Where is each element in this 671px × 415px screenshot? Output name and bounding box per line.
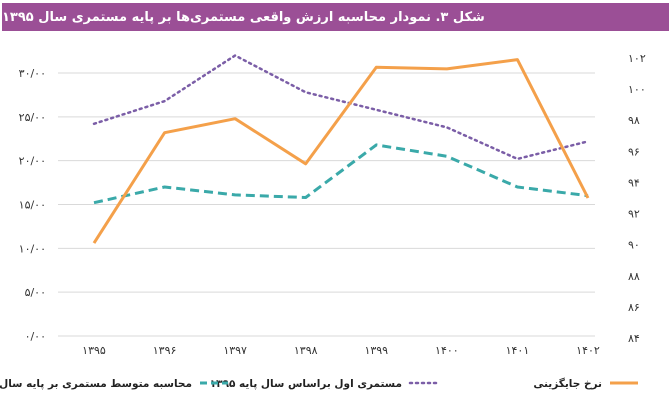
x-tick-label: ۱۴۰۲ — [576, 344, 600, 357]
line-chart: ۰/۰۰ ۵/۰۰ ۱۰/۰۰ ۱۵/۰۰ ۲۰/۰۰ ۲۵/۰۰ ۳۰/۰۰ ۸۴ ۸۶ ۸۸… — [0, 52, 646, 390]
x-tick-label: ۱۳۹۶ — [153, 344, 177, 357]
right-tick-label: ۹۶ — [628, 145, 640, 158]
right-tick-label: ۸۴ — [628, 332, 640, 345]
x-tick-label: ۱۳۹۸ — [294, 344, 318, 357]
right-tick-label: ۱۰۲ — [628, 52, 646, 65]
right-tick-label: ۹۲ — [628, 208, 640, 221]
right-tick-label: ۱۰۰ — [628, 83, 646, 96]
right-tick-label: ۹۸ — [628, 114, 640, 127]
right-tick-label: ۹۰ — [628, 239, 640, 252]
series-line-2 — [92, 54, 590, 161]
left-tick-label: ۰/۰۰ — [25, 330, 46, 343]
left-tick-label: ۵/۰۰ — [25, 286, 46, 299]
x-tick-label: ۱۳۹۹ — [364, 344, 388, 357]
right-tick-label: ۸۶ — [628, 301, 640, 314]
series-line-1 — [93, 143, 589, 205]
left-tick-label: ۲۰/۰۰ — [19, 155, 46, 168]
series-lines — [92, 54, 590, 244]
legend-label: نرخ جایگزینی — [533, 377, 602, 390]
left-tick-label: ۲۵/۰۰ — [19, 111, 46, 124]
figure-title: شکل ۳. نمودار محاسبه ارزش واقعی مستمری‌ه… — [2, 3, 669, 31]
x-tick-label: ۱۳۹۵ — [82, 344, 106, 357]
x-axis-ticks: ۱۳۹۵ ۱۳۹۶ ۱۳۹۷ ۱۳۹۸ ۱۳۹۹ ۱۴۰۰ ۱۴۰۱ ۱۴۰۲ — [82, 344, 600, 357]
right-axis-ticks: ۸۴ ۸۶ ۸۸ ۹۰ ۹۲ ۹۴ ۹۶ ۹۸ ۱۰۰ ۱۰۲ — [628, 52, 646, 345]
x-tick-label: ۱۴۰۰ — [435, 344, 459, 357]
x-tick-label: ۱۳۹۷ — [223, 344, 247, 357]
left-axis-ticks: ۰/۰۰ ۵/۰۰ ۱۰/۰۰ ۱۵/۰۰ ۲۰/۰۰ ۲۵/۰۰ ۳۰/۰۰ — [19, 67, 46, 343]
grid-lines — [58, 72, 595, 337]
right-tick-label: ۹۴ — [628, 176, 640, 189]
chart-area: ۰/۰۰ ۵/۰۰ ۱۰/۰۰ ۱۵/۰۰ ۲۰/۰۰ ۲۵/۰۰ ۳۰/۰۰ ۸۴ ۸۶ ۸۸… — [0, 31, 671, 411]
left-tick-label: ۳۰/۰۰ — [19, 67, 46, 80]
left-tick-label: ۱۵/۰۰ — [19, 199, 46, 212]
legend-label: مستمری اول براساس سال پایه ۱۳۹۵ — [210, 378, 402, 390]
right-tick-label: ۸۸ — [628, 270, 640, 283]
legend: نرخ جایگزینی مستمری اول براساس سال پایه ۱… — [0, 377, 638, 390]
series-line-3 — [92, 58, 590, 244]
left-tick-label: ۱۰/۰۰ — [19, 242, 46, 255]
legend-label: محاسبه متوسط مستمری بر پایه سال ۱۳۹۵ — [0, 378, 192, 390]
x-tick-label: ۱۴۰۱ — [506, 344, 530, 357]
